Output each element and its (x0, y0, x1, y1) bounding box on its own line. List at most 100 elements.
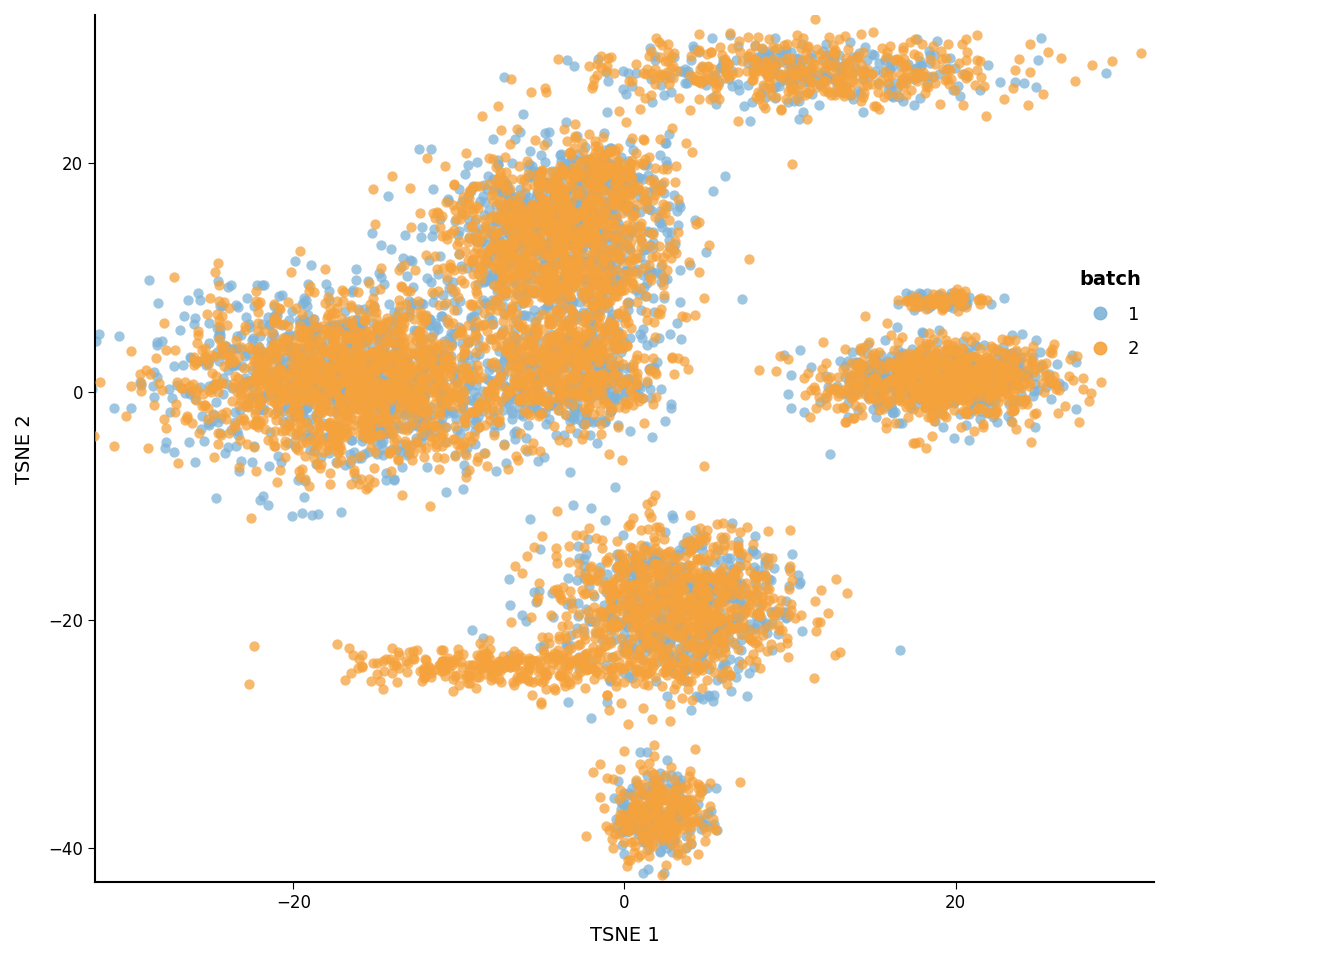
Point (579, 126, 601, 141)
Point (437, 392, 458, 407)
Point (562, 204, 583, 219)
Point (207, 255, 228, 271)
Point (509, 261, 531, 276)
Point (887, 371, 909, 386)
Point (781, 60, 802, 75)
Point (941, 367, 962, 382)
Point (317, 429, 339, 444)
Point (535, 192, 556, 207)
Point (575, 290, 597, 305)
Point (626, 778, 648, 793)
Point (366, 343, 387, 358)
Point (539, 359, 560, 374)
Point (641, 804, 663, 820)
Point (564, 527, 586, 542)
Point (597, 144, 618, 159)
Point (228, 349, 250, 365)
Point (552, 301, 574, 317)
Point (844, 379, 866, 395)
Point (607, 195, 629, 210)
Point (566, 231, 587, 247)
Point (663, 551, 684, 566)
Point (605, 207, 626, 223)
Point (575, 406, 597, 421)
Point (331, 311, 352, 326)
Point (677, 362, 699, 377)
Point (977, 371, 999, 386)
Point (476, 459, 497, 474)
Point (347, 379, 368, 395)
Point (333, 405, 355, 420)
Point (659, 830, 680, 846)
Point (517, 156, 539, 171)
Point (530, 227, 551, 242)
Point (384, 362, 406, 377)
Point (632, 156, 653, 172)
Point (921, 353, 942, 369)
Point (370, 674, 391, 689)
Point (431, 308, 453, 324)
Point (852, 44, 874, 60)
Point (1036, 368, 1058, 383)
Point (538, 176, 559, 191)
Point (871, 72, 892, 87)
Point (501, 171, 523, 186)
Point (337, 408, 359, 423)
Point (655, 636, 676, 651)
Point (602, 266, 624, 281)
Point (614, 388, 636, 403)
Point (692, 585, 714, 600)
Point (758, 59, 780, 74)
Point (875, 63, 896, 79)
Point (707, 625, 728, 640)
Point (644, 588, 665, 603)
Point (629, 796, 650, 811)
Point (1023, 349, 1044, 365)
Point (407, 349, 429, 365)
Point (333, 349, 355, 365)
Point (667, 841, 688, 856)
Point (757, 550, 778, 565)
Point (696, 522, 718, 538)
Point (559, 155, 581, 170)
Point (407, 367, 429, 382)
Point (794, 44, 816, 60)
Point (646, 599, 668, 614)
Point (321, 337, 343, 352)
Point (694, 291, 715, 306)
Point (833, 400, 855, 416)
Point (642, 599, 664, 614)
Point (645, 596, 667, 612)
Point (558, 642, 579, 658)
Point (546, 198, 567, 213)
Point (394, 366, 415, 381)
Point (517, 166, 539, 181)
Point (370, 376, 391, 392)
Point (969, 340, 991, 355)
Point (294, 369, 316, 384)
Point (929, 383, 950, 398)
Point (492, 222, 513, 237)
Point (301, 356, 323, 372)
Point (517, 367, 539, 382)
Point (406, 430, 427, 445)
Point (180, 416, 202, 431)
Point (364, 363, 386, 378)
Point (548, 192, 570, 207)
Point (636, 338, 657, 353)
Point (430, 662, 452, 678)
Point (742, 542, 763, 558)
Point (344, 349, 366, 365)
Point (458, 376, 480, 392)
Point (1005, 370, 1027, 385)
Point (894, 360, 915, 375)
Point (547, 339, 569, 354)
Point (407, 324, 429, 340)
Point (634, 635, 656, 650)
Point (649, 553, 671, 568)
Point (905, 378, 926, 394)
Point (564, 219, 586, 234)
Point (372, 653, 394, 668)
Point (560, 180, 582, 196)
Point (444, 371, 465, 386)
